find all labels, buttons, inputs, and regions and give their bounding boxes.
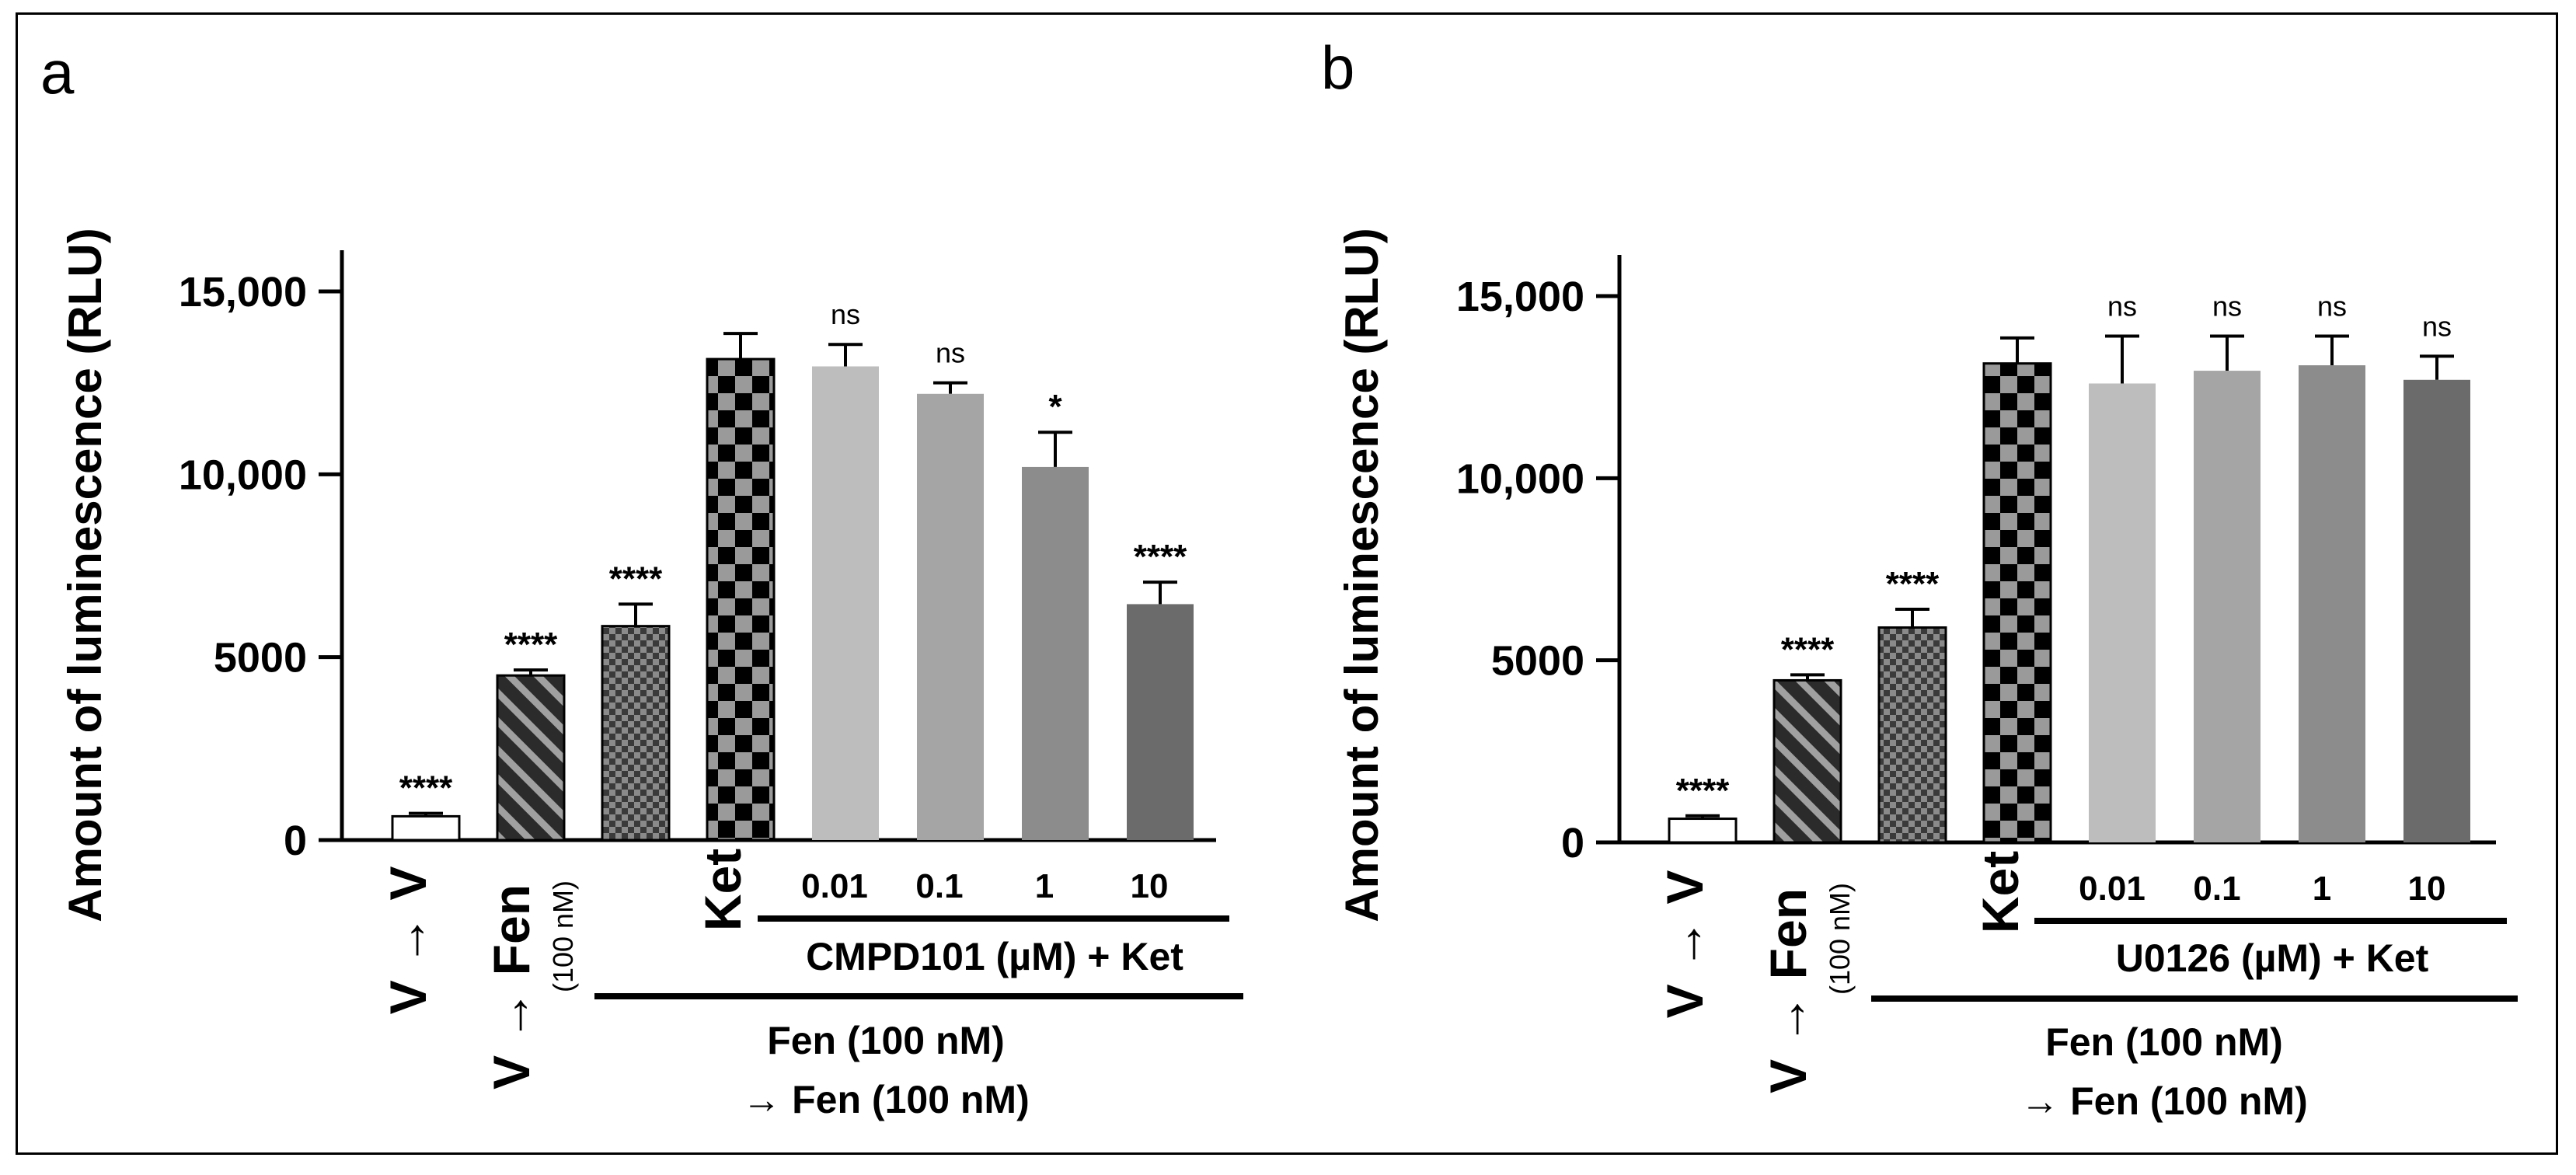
panel-b-bar-ket bbox=[1982, 362, 2052, 844]
panel-a-significance-c10: **** bbox=[1134, 538, 1187, 576]
panel-b-ytick-3: 15,000 bbox=[1456, 274, 1619, 320]
panel-b-bar-vfen bbox=[1773, 678, 1842, 844]
panel-b-label-ket: Ket bbox=[1971, 851, 2029, 933]
panel-b-pretreatment-line1: Fen (100 nM) bbox=[2045, 1020, 2283, 1064]
panel-b-ytick-label-1: 5000 bbox=[1491, 638, 1584, 685]
panel-b-label-v-v: V → V bbox=[1656, 870, 1713, 1019]
panel-b-label: b bbox=[1321, 33, 1354, 102]
panel-b-bar-vv bbox=[1668, 818, 1738, 844]
panel-a-ytick-label-3: 15,000 bbox=[179, 269, 307, 316]
panel-a-ytick-3: 15,000 bbox=[179, 269, 342, 316]
panel-a-significance-fenfen: **** bbox=[609, 560, 663, 598]
panel-a-label-v-fen: V → Fen bbox=[483, 884, 540, 1090]
panel-a-label: a bbox=[40, 38, 75, 106]
panel-a-dose-2: 1 bbox=[1035, 867, 1054, 905]
panel-a-bar-vfen bbox=[496, 674, 566, 842]
panel-a-significance-vv: **** bbox=[399, 769, 453, 807]
panel-b-ytick-label-2: 10,000 bbox=[1456, 455, 1584, 502]
panel-a-pretreatment-line1: Fen (100 nM) bbox=[767, 1019, 1005, 1062]
panel-a-pretreatment-line2: → Fen (100 nM) bbox=[742, 1078, 1029, 1121]
panel-b-significance-vfen: **** bbox=[1781, 630, 1835, 668]
panel-b-ytick-0: 0 bbox=[1561, 820, 1619, 866]
panel-b-ytick-label-3: 15,000 bbox=[1456, 274, 1584, 320]
panel-b-y-axis-label: Amount of luminescence (RLU) bbox=[1336, 228, 1388, 922]
panel-a-bar-fenfen bbox=[601, 625, 671, 842]
panel-b-significance-u1: ns bbox=[2317, 291, 2347, 323]
panel-a-y-axis-label: Amount of luminescence (RLU) bbox=[59, 228, 111, 922]
panel-a-ytick-2: 10,000 bbox=[179, 452, 342, 498]
panel-b-bar-u10 bbox=[2403, 379, 2470, 842]
panel-a-ytick-label-2: 10,000 bbox=[179, 452, 307, 498]
panel-b-significance-fenfen: **** bbox=[1886, 565, 1940, 603]
panel-b-drug-label: U0126 (µM) + Ket bbox=[2116, 936, 2429, 980]
panel-b-ytick-1: 5000 bbox=[1491, 638, 1619, 685]
panel-a-bar-c001 bbox=[812, 366, 879, 840]
panel-b-dose-3: 10 bbox=[2408, 870, 2446, 908]
panel-b-significance-vv: **** bbox=[1676, 772, 1730, 810]
panel-a-dose-1: 0.1 bbox=[915, 867, 963, 905]
panel-b-significance-u10: ns bbox=[2422, 310, 2452, 342]
panel-b-significance-u001: ns bbox=[2107, 291, 2137, 323]
panel-a-dose-3: 10 bbox=[1131, 867, 1169, 905]
panel-a-bar-c10 bbox=[1127, 604, 1194, 840]
panel-b-dose-1: 0.1 bbox=[2193, 870, 2240, 908]
panel-a-bar-ket bbox=[706, 357, 776, 842]
panel-a-label-v-v: V → V bbox=[379, 866, 437, 1015]
panel-b-ytick-2: 10,000 bbox=[1456, 455, 1619, 502]
panel-a-drug-label: CMPD101 (µM) + Ket bbox=[806, 935, 1183, 978]
panel-b-bar-u1 bbox=[2299, 365, 2365, 843]
panel-a-dose-0: 0.01 bbox=[801, 867, 868, 905]
panel-b-ytick-label-0: 0 bbox=[1561, 820, 1584, 866]
figure-frame bbox=[16, 12, 2558, 1155]
panel-b-dose-2: 1 bbox=[2313, 870, 2331, 908]
panel-a-bar-vv bbox=[391, 814, 461, 842]
panel-a-significance-c01: ns bbox=[936, 337, 965, 369]
panel-a: a Amount of luminescence (RLU) 0 5000 10… bbox=[40, 38, 1243, 1121]
panel-a-ytick-label-0: 0 bbox=[284, 818, 307, 864]
panel-b-dose-0: 0.01 bbox=[2079, 870, 2146, 908]
panel-a-ytick-1: 5000 bbox=[214, 635, 342, 682]
panel-b: b Amount of luminescence (RLU) 0 5000 10… bbox=[1321, 33, 2518, 1123]
panel-a-label-ket: Ket bbox=[694, 849, 751, 931]
panel-a-bar-c01 bbox=[917, 393, 984, 841]
panel-a-ytick-label-1: 5000 bbox=[214, 635, 307, 682]
panel-a-significance-vfen: **** bbox=[504, 626, 558, 664]
panel-a-significance-c1: * bbox=[1048, 388, 1062, 426]
panel-b-label-v-fen: V → Fen bbox=[1759, 888, 1817, 1093]
panel-b-bars: **** **** **** ns ns ns ns bbox=[1668, 291, 2470, 844]
panel-b-bar-u01 bbox=[2194, 371, 2261, 842]
panel-a-significance-c001: ns bbox=[831, 298, 860, 330]
panel-b-bar-u001 bbox=[2089, 383, 2156, 843]
panel-b-significance-u01: ns bbox=[2212, 291, 2242, 323]
panel-b-bar-fenfen bbox=[1877, 626, 1947, 844]
panel-a-bar-c1 bbox=[1022, 466, 1089, 840]
panel-a-ytick-0: 0 bbox=[284, 818, 342, 864]
panel-a-label-conc: (100 nM) bbox=[547, 880, 579, 992]
panel-b-pretreatment-line2: → Fen (100 nM) bbox=[2020, 1079, 2307, 1123]
panel-b-label-conc: (100 nM) bbox=[1824, 883, 1856, 995]
